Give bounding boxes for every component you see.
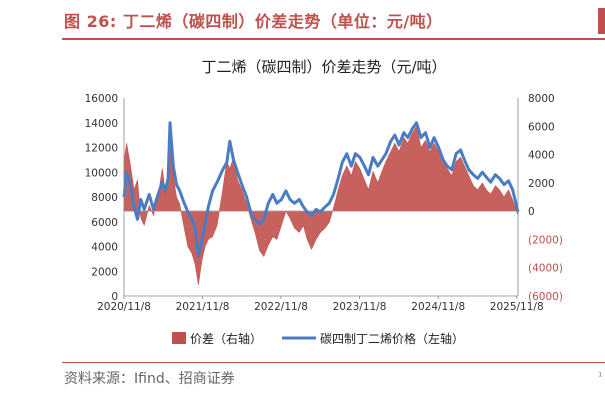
left-tick-label: 4000 (91, 242, 118, 254)
edge-glyph: ¹ (598, 370, 603, 383)
source-note: 资料来源：Ifind、招商证券 (64, 371, 235, 387)
caption-divider (62, 38, 605, 40)
left-tick-label: 10000 (85, 167, 118, 179)
right-tick-label: (4000) (528, 263, 563, 275)
left-tick-label: 14000 (85, 118, 118, 130)
spread-area (123, 125, 519, 285)
legend-label-spread: 价差（右轴） (190, 331, 262, 346)
figure-caption: 图 26: 丁二烯（碳四制）价差走势（单位：元/吨） (64, 8, 443, 32)
right-tick-label: (2000) (528, 234, 563, 246)
legend: 价差（右轴） 碳四制丁二烯价格（左轴） (172, 331, 464, 346)
x-tick-label: 2024/11/8 (411, 301, 465, 313)
legend-swatch-spread (172, 332, 186, 344)
price-line (122, 121, 520, 258)
edge-mark (598, 8, 605, 34)
left-tick-label: 8000 (91, 192, 118, 204)
legend-label-price: 碳四制丁二烯价格（左轴） (320, 331, 464, 346)
right-tick-label: (6000) (528, 291, 563, 303)
x-tick-label: 2023/11/8 (333, 301, 387, 313)
right-tick-label: 2000 (528, 178, 555, 190)
left-tick-label: 6000 (91, 217, 118, 229)
left-tick-label: 16000 (85, 93, 118, 105)
figure-caption-text: 丁二烯（碳四制）价差走势（单位：元/吨） (122, 12, 443, 31)
source-divider (62, 362, 605, 363)
right-tick-label: 6000 (528, 121, 555, 133)
left-tick-label: 12000 (85, 143, 118, 155)
x-tick-label: 2021/11/8 (176, 301, 230, 313)
plot-area: 0 2000 4000 6000 8000 10000 12000 14000 16000 800… (85, 93, 563, 313)
figure-label: 图 26: (64, 12, 117, 31)
chart-title: 丁二烯（碳四制）价差走势（元/吨） (201, 58, 446, 76)
left-tick-label: 0 (111, 291, 118, 303)
left-tick-label: 2000 (91, 266, 118, 278)
x-tick-label: 2022/11/8 (254, 301, 308, 313)
x-tick-label: 2020/11/8 (97, 301, 151, 313)
right-tick-label: 8000 (528, 93, 555, 105)
right-tick-label: 4000 (528, 150, 555, 162)
right-tick-label: 0 (528, 206, 535, 218)
x-tick-label: 2025/11/8 (490, 301, 544, 313)
spread-chart: 丁二烯（碳四制）价差走势（元/吨） 0 2000 4000 6000 8000 10000… (85, 58, 563, 346)
